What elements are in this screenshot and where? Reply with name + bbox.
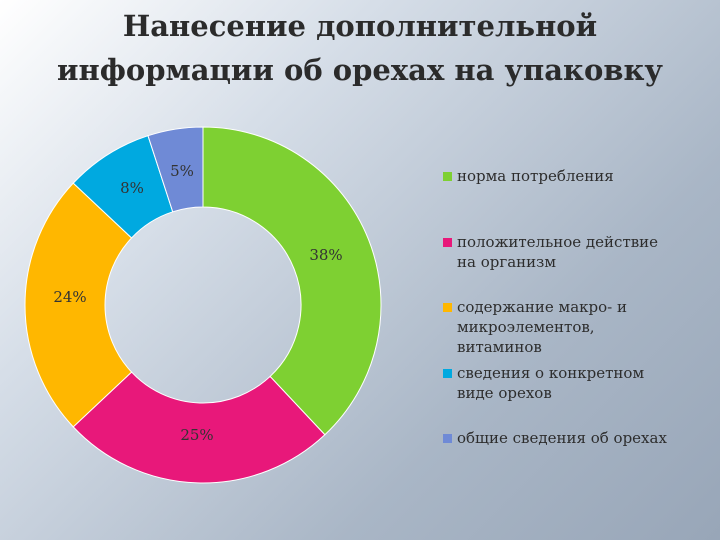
legend-label-3: содержание макро- и микроэлементов, вита… (457, 298, 627, 356)
donut-slice-3 (24, 182, 133, 428)
legend-item-4: сведения о конкретном виде орехов (443, 363, 644, 403)
donut-slice-1 (202, 126, 382, 436)
donut-chart: 38% 25% 24% 8% 5% (24, 126, 382, 484)
legend-swatch-2 (443, 238, 452, 247)
legend-swatch-3 (443, 303, 452, 312)
data-label-5: 5% (170, 162, 194, 180)
data-label-2: 25% (180, 426, 213, 444)
donut-slice-5 (147, 126, 204, 213)
data-label-3: 24% (53, 288, 86, 306)
legend-item-1: норма потребления (443, 166, 614, 186)
data-label-1: 38% (309, 246, 342, 264)
legend-item-2: положительное действие на организм (443, 232, 658, 272)
legend-swatch-1 (443, 172, 452, 181)
legend-item-5: общие сведения об орехах (443, 428, 667, 448)
data-label-4: 8% (120, 179, 144, 197)
legend-label-4: сведения о конкретном виде орехов (457, 364, 645, 402)
legend-label-5: общие сведения об орехах (457, 429, 667, 447)
slide-title: Нанесение дополнительной информации об о… (57, 9, 663, 87)
legend-swatch-5 (443, 434, 452, 443)
legend-label-2: положительное действие на организм (457, 233, 659, 271)
legend-label-1: норма потребления (457, 167, 614, 185)
donut-slice-2 (72, 371, 326, 484)
legend-swatch-4 (443, 369, 452, 378)
legend-item-3: содержание макро- и микроэлементов, вита… (443, 297, 627, 357)
